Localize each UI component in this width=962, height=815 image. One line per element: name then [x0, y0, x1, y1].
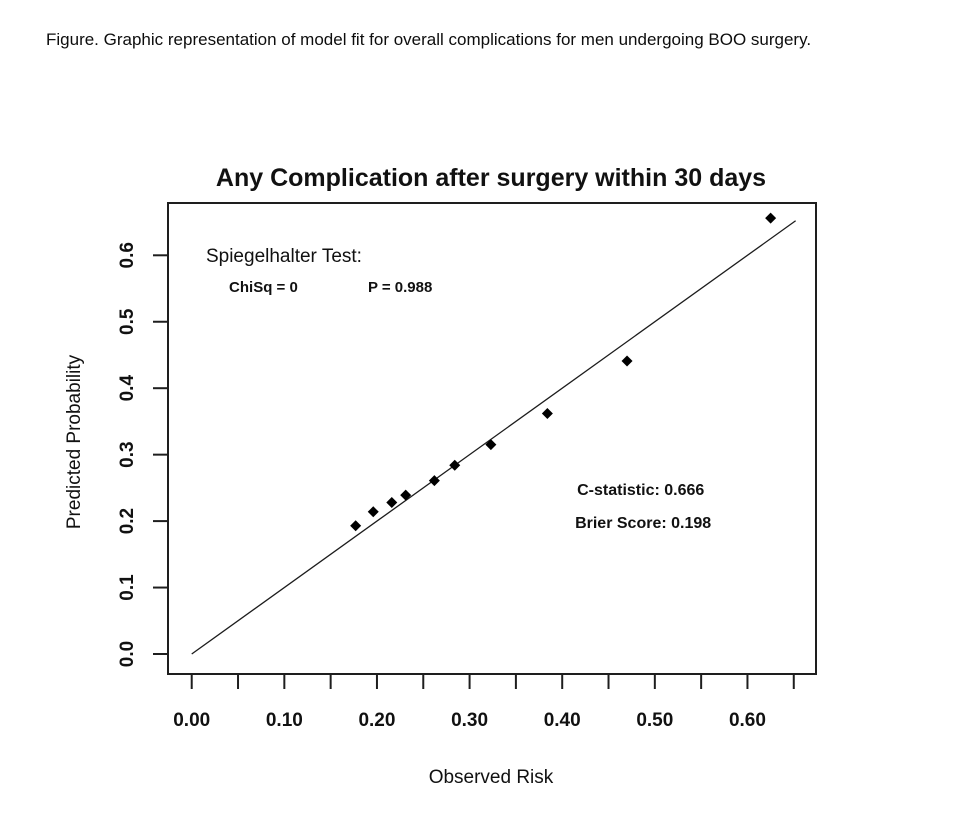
- y-axis-tick-label: 0.6: [117, 242, 138, 268]
- chisq-value: ChiSq = 0: [229, 279, 298, 296]
- data-point: [428, 475, 440, 487]
- y-axis-tick-label: 0.0: [117, 641, 138, 667]
- identity-line: [191, 220, 797, 655]
- x-axis-tick-label: 0.20: [358, 710, 395, 731]
- brier-score-value: Brier Score: 0.198: [575, 515, 711, 532]
- spiegelhalter-test-label: Spiegelhalter Test:: [206, 246, 362, 267]
- data-point: [485, 439, 497, 451]
- y-axis-tick-label: 0.3: [117, 441, 138, 467]
- x-axis-label: Observed Risk: [429, 767, 554, 788]
- data-point: [765, 212, 777, 224]
- x-axis-tick-label: 0.30: [451, 710, 488, 731]
- p-value: P = 0.988: [368, 279, 432, 296]
- data-point: [367, 506, 379, 518]
- y-axis-tick-label: 0.2: [117, 508, 138, 534]
- x-axis-tick-label: 0.60: [729, 710, 766, 731]
- data-point: [400, 489, 412, 501]
- y-axis-tick-label: 0.5: [117, 308, 138, 335]
- x-axis-tick-label: 0.50: [636, 710, 673, 731]
- figure-caption: Figure. Graphic representation of model …: [46, 30, 812, 49]
- data-point: [449, 459, 461, 471]
- x-axis-tick-label: 0.00: [173, 710, 210, 731]
- y-axis-label: Predicted Probability: [64, 354, 85, 529]
- x-axis-tick-label: 0.10: [266, 710, 303, 731]
- y-axis-tick-label: 0.4: [117, 375, 138, 402]
- y-axis-tick-label: 0.1: [117, 574, 138, 601]
- c-statistic-value: C-statistic: 0.666: [577, 482, 704, 499]
- data-point: [386, 496, 398, 508]
- data-point: [541, 407, 553, 419]
- x-axis-tick-label: 0.40: [544, 710, 581, 731]
- chart-title: Any Complication after surgery within 30…: [216, 164, 766, 192]
- data-point: [350, 520, 362, 532]
- data-point: [621, 355, 633, 367]
